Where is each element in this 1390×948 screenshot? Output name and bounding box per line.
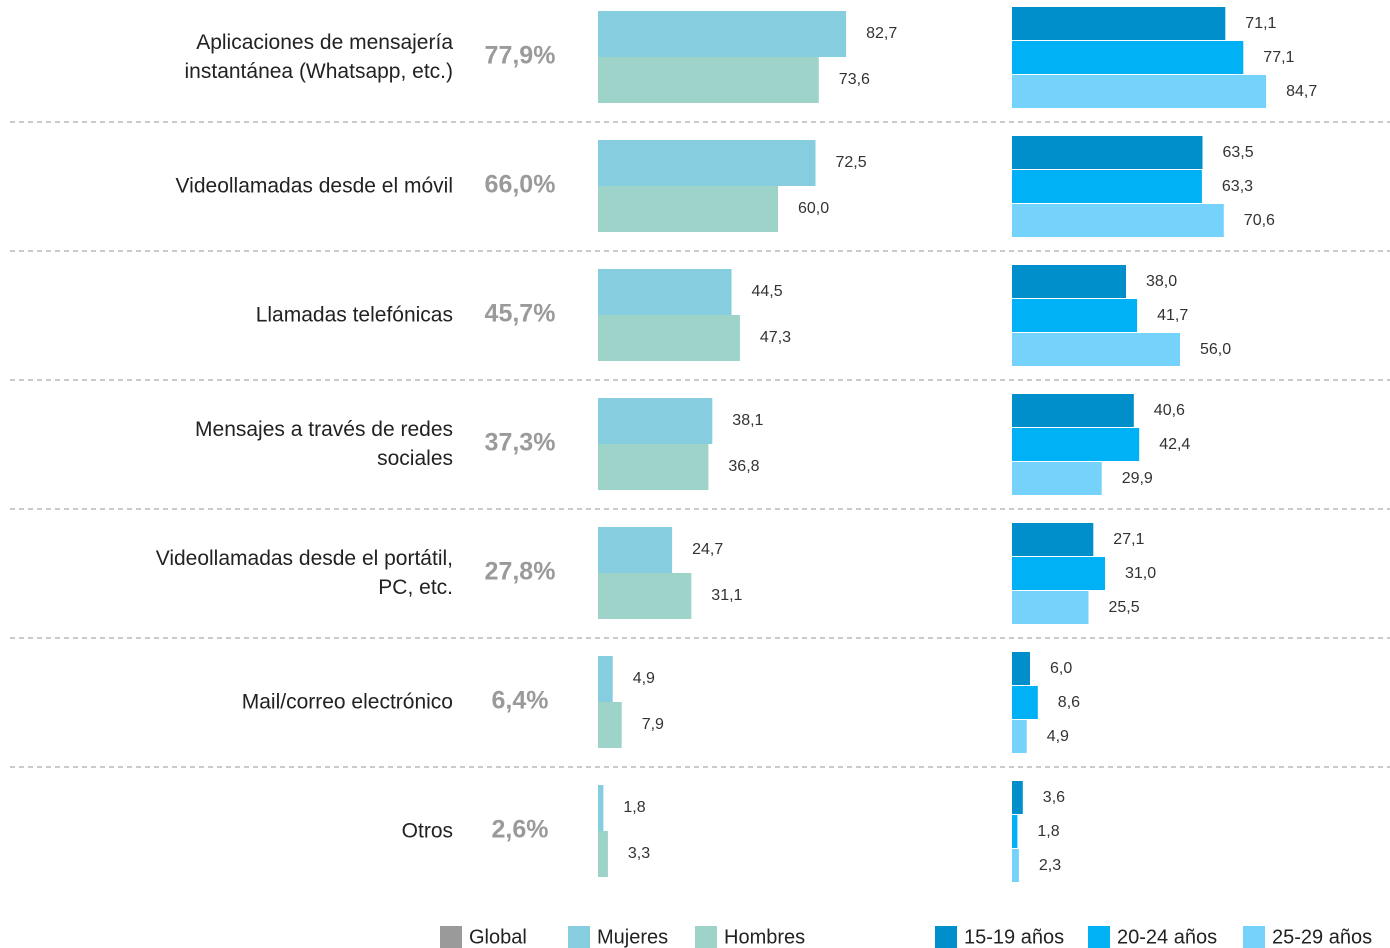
bar [598,444,709,490]
global-value: 77,9% [485,42,556,70]
global-value: 37,3% [485,429,556,457]
bar [598,140,816,186]
bar [1012,523,1094,556]
global-value: 6,4% [492,687,549,715]
value-label: 36,8 [728,458,759,475]
bar [598,57,819,103]
bar [1012,265,1126,298]
bar [1012,333,1180,366]
value-label: 38,0 [1146,273,1177,290]
value-label: 3,6 [1043,789,1065,806]
bar [1012,394,1134,427]
bar [598,527,673,573]
value-label: 4,9 [1047,728,1069,745]
bar [1012,815,1018,848]
bar [598,831,608,877]
legend-label: 25-29 años [1272,926,1372,948]
value-label: 1,8 [1037,823,1059,840]
category-label: Mail/correo electrónico [241,690,453,714]
value-label: 6,0 [1050,660,1072,677]
value-label: 25,5 [1109,599,1140,616]
bar [1012,299,1138,332]
bar [1012,170,1202,203]
legend-swatch [695,926,717,948]
bar [598,11,847,57]
value-label: 47,3 [760,329,791,346]
bar [1012,557,1105,590]
value-label: 41,7 [1157,307,1188,324]
value-label: 4,9 [633,670,655,687]
bar [598,785,604,831]
category-label: Aplicaciones de mensajería instantánea (… [184,31,453,83]
bar [1012,652,1030,685]
bar [1012,136,1203,169]
value-label: 7,9 [642,716,664,733]
legend-label: 15-19 años [964,926,1064,948]
legend-label: Global [469,926,527,948]
category-label: Otros [401,819,453,843]
bar [1012,720,1027,753]
bar [1012,7,1226,40]
legend-label: 20-24 años [1117,926,1217,948]
legend-swatch [440,926,462,948]
value-label: 42,4 [1159,436,1190,453]
value-label: 3,3 [628,845,650,862]
value-label: 31,1 [711,587,742,604]
category-label: Videollamadas desde el portátil, PC, etc… [155,547,453,599]
value-label: 2,3 [1039,857,1061,874]
value-label: 56,0 [1200,341,1231,358]
bar [1012,849,1019,882]
value-label: 73,6 [839,71,870,88]
value-label: 63,5 [1223,144,1254,161]
value-label: 63,3 [1222,178,1253,195]
value-label: 29,9 [1122,470,1153,487]
bar [598,315,740,361]
value-label: 38,1 [732,412,763,429]
category-label: Videollamadas desde el móvil [175,174,453,198]
value-label: 77,1 [1263,49,1294,66]
category-label: Mensajes a través de redes sociales [195,418,453,470]
bar [598,398,713,444]
legend-swatch [568,926,590,948]
legend-swatch [1088,926,1110,948]
bar [598,702,622,748]
global-value: 27,8% [485,558,556,586]
value-label: 84,7 [1286,83,1317,100]
value-label: 1,8 [623,799,645,816]
bar [1012,428,1140,461]
global-value: 66,0% [485,171,556,199]
legend-swatch [1243,926,1265,948]
bar [1012,75,1267,108]
bar [598,186,778,232]
bar [1012,462,1102,495]
value-label: 8,6 [1058,694,1080,711]
value-label: 70,6 [1244,212,1275,229]
value-label: 60,0 [798,200,829,217]
bar [598,656,613,702]
value-label: 40,6 [1154,402,1185,419]
value-label: 82,7 [866,25,897,42]
value-label: 72,5 [836,154,867,171]
value-label: 27,1 [1113,531,1144,548]
value-label: 71,1 [1245,15,1276,32]
value-label: 44,5 [752,283,783,300]
legend-label: Mujeres [597,926,668,948]
category-label: Llamadas telefónicas [255,303,453,327]
value-label: 24,7 [692,541,723,558]
bar [1012,591,1089,624]
legend-swatch [935,926,957,948]
bar [598,573,692,619]
global-value: 45,7% [485,300,556,328]
bar [598,269,732,315]
bar [1012,41,1244,74]
value-label: 31,0 [1125,565,1156,582]
global-value: 2,6% [492,816,549,844]
bar [1012,204,1224,237]
legend-label: Hombres [724,926,805,948]
bar [1012,781,1023,814]
bar [1012,686,1038,719]
